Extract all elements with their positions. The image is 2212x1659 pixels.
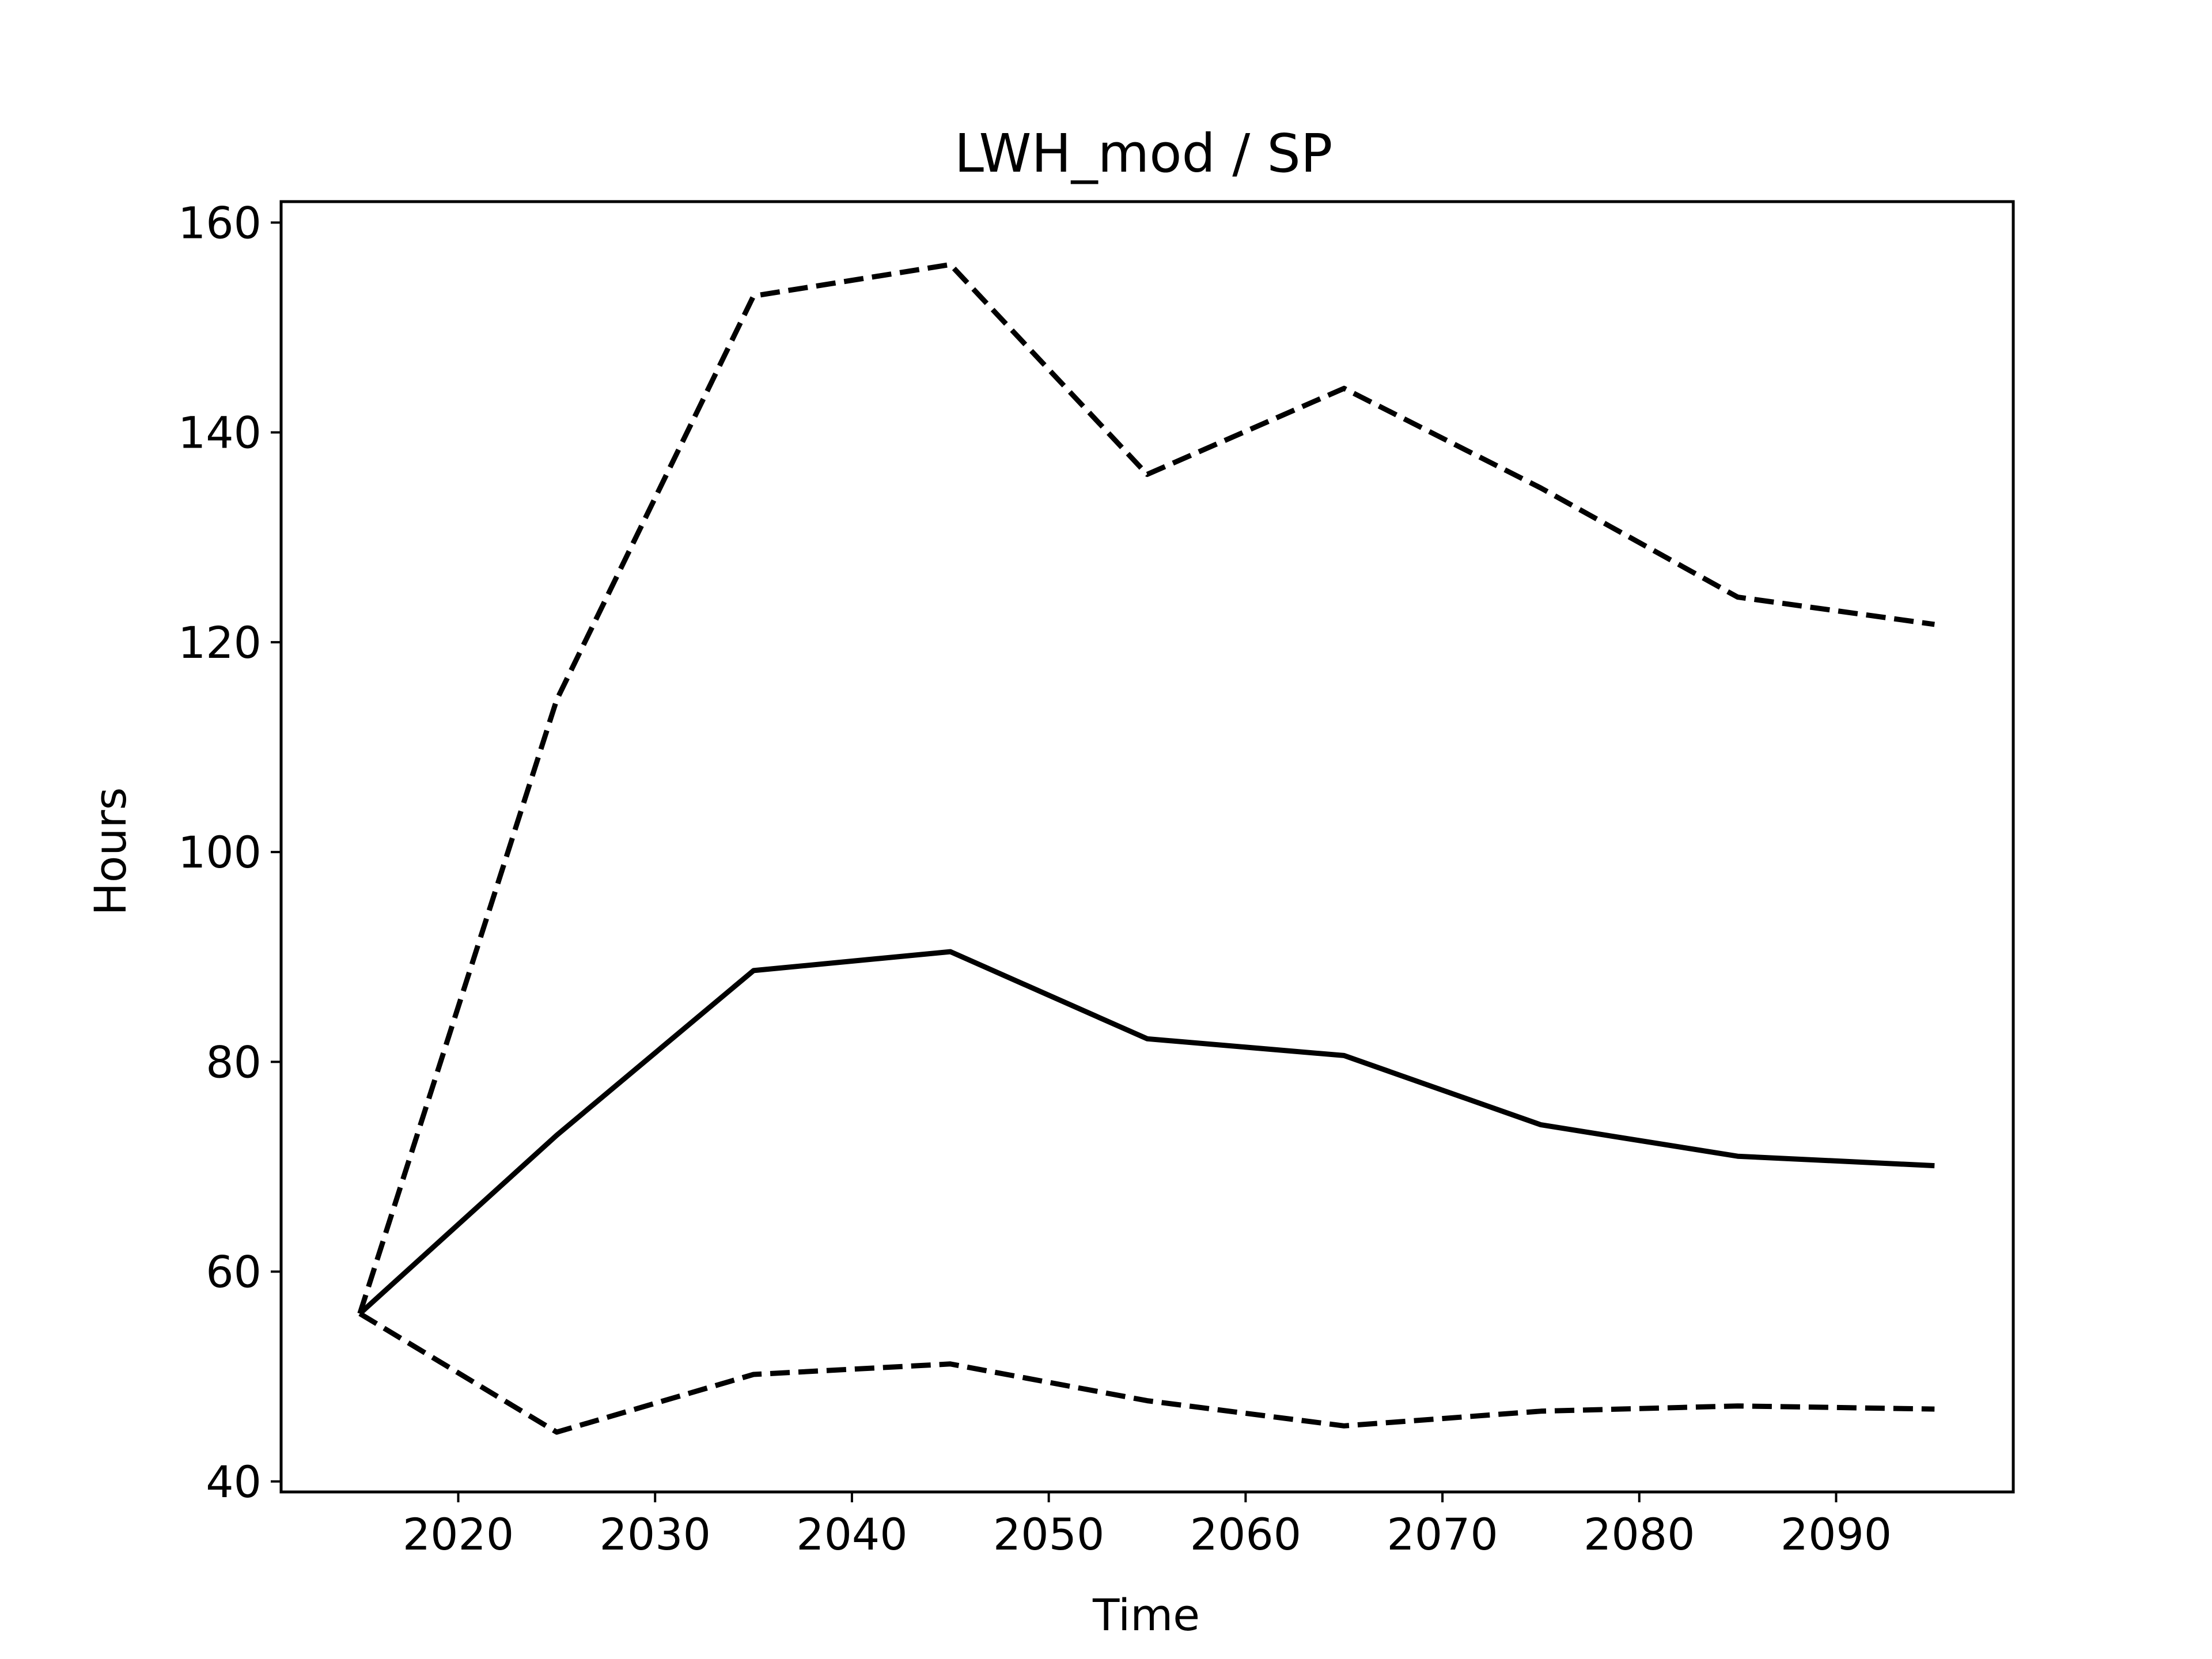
chart-title: LWH_mod / SP — [955, 123, 1333, 184]
x-tick-label: 2040 — [796, 1509, 907, 1560]
plot-frame — [279, 200, 2015, 1494]
y-tick-label: 160 — [178, 197, 262, 248]
x-tick-label: 2090 — [1781, 1509, 1892, 1560]
series-line-2 — [358, 949, 1935, 1316]
series-line-3 — [358, 1311, 1935, 1435]
x-tick-label: 2060 — [1190, 1509, 1301, 1560]
y-axis-ticks: 40 60 80 100 120 140 160 — [178, 197, 281, 1508]
y-axis-label: Hours — [85, 787, 136, 916]
y-tick-label: 140 — [178, 407, 262, 459]
x-axis-label: Time — [1092, 1589, 1200, 1641]
y-tick-label: 80 — [206, 1036, 262, 1088]
x-tick-label: 2020 — [403, 1509, 514, 1560]
x-tick-label: 2050 — [993, 1509, 1104, 1560]
y-tick-label: 40 — [206, 1456, 262, 1508]
series-line-1 — [357, 262, 1935, 1315]
y-tick-label: 100 — [178, 827, 262, 878]
x-tick-label: 2080 — [1584, 1509, 1695, 1560]
y-tick-label: 120 — [178, 617, 262, 668]
x-axis-ticks: 2020 2030 2040 2050 2060 2070 2080 2090 — [403, 1492, 1892, 1560]
y-tick-label: 60 — [206, 1247, 262, 1298]
x-tick-label: 2030 — [600, 1509, 711, 1560]
x-tick-label: 2070 — [1387, 1509, 1498, 1560]
plot-lines — [357, 262, 1935, 1435]
